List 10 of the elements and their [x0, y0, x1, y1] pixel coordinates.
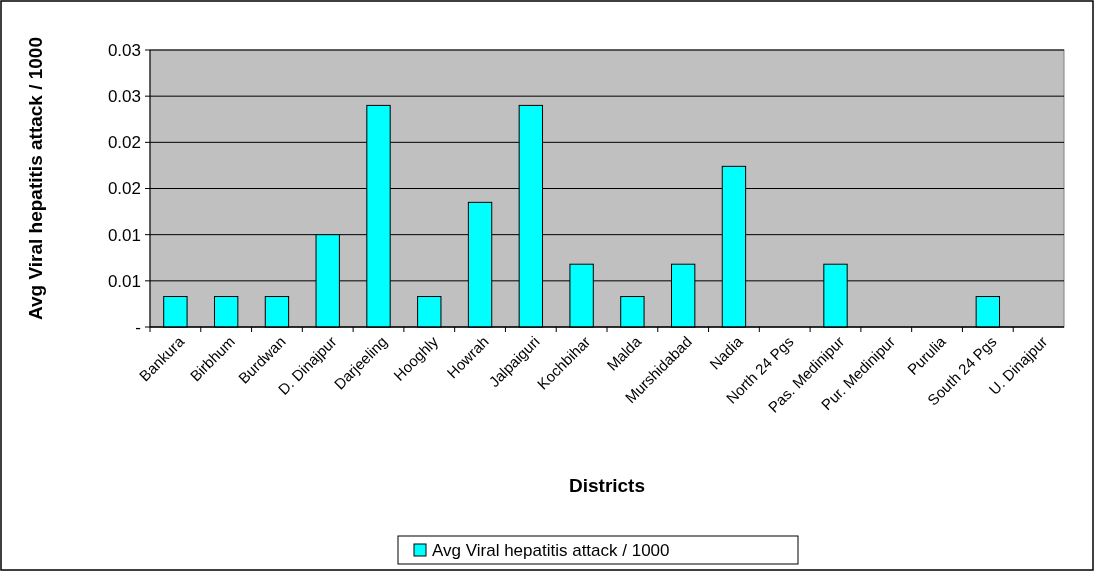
- y-tick-label: 0.01: [107, 271, 141, 291]
- y-axis-title: Avg Viral hepatitis attack / 1000: [25, 36, 46, 321]
- y-tick-label: 0.01: [107, 225, 141, 245]
- x-axis-title: Districts: [568, 475, 646, 496]
- y-tick-label: -: [135, 317, 141, 337]
- y-tick-label: 0.03: [107, 40, 141, 60]
- y-tick-label: 0.02: [107, 179, 141, 199]
- legend-label: Avg Viral hepatitis attack / 1000: [432, 540, 670, 560]
- y-tick-label: 0.03: [107, 87, 141, 107]
- y-tick-label: 0.02: [107, 133, 141, 153]
